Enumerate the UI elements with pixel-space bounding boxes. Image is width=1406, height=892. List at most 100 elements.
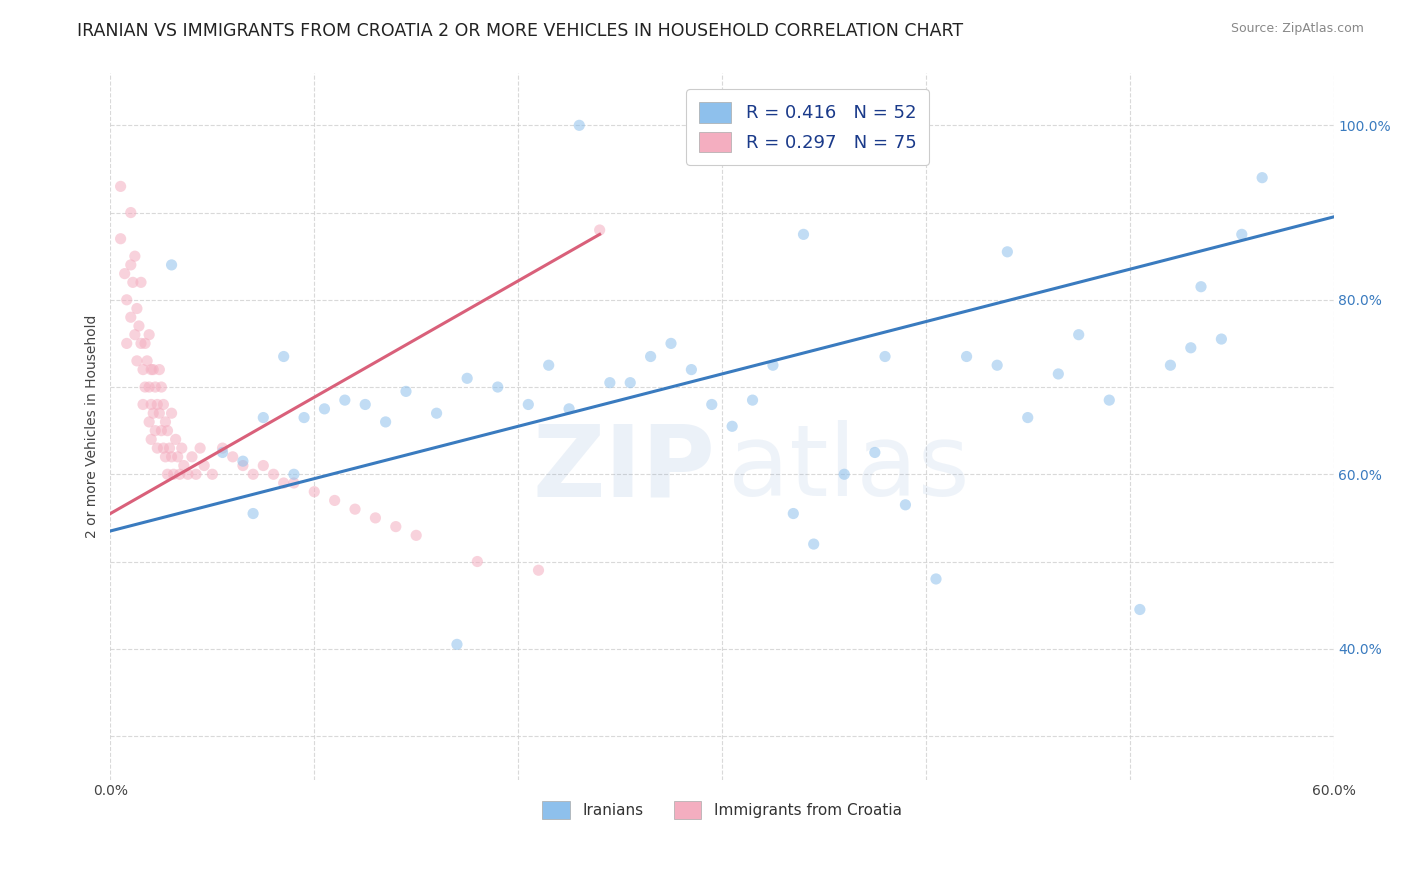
Point: [832, 467, 855, 482]
Point: [115, 336, 138, 351]
Point: [110, 232, 132, 246]
Point: [134, 380, 156, 394]
Point: [558, 401, 581, 416]
Point: [374, 415, 396, 429]
Point: [955, 350, 977, 364]
Point: [138, 380, 160, 394]
Point: [148, 362, 170, 376]
Point: [110, 179, 132, 194]
Point: [242, 467, 264, 482]
Point: [741, 393, 763, 408]
Point: [120, 205, 142, 219]
Point: [446, 637, 468, 651]
Point: [283, 467, 305, 482]
Point: [160, 450, 183, 464]
Point: [517, 397, 540, 411]
Text: IRANIAN VS IMMIGRANTS FROM CROATIA 2 OR MORE VEHICLES IN HOUSEHOLD CORRELATION C: IRANIAN VS IMMIGRANTS FROM CROATIA 2 OR …: [77, 22, 963, 40]
Point: [152, 441, 174, 455]
Point: [364, 511, 387, 525]
Point: [124, 249, 146, 263]
Point: [152, 397, 174, 411]
Point: [263, 467, 285, 482]
Point: [146, 441, 169, 455]
Point: [124, 327, 146, 342]
Point: [121, 276, 143, 290]
Point: [125, 354, 148, 368]
Point: [181, 450, 204, 464]
Point: [129, 336, 152, 351]
Point: [762, 358, 785, 372]
Point: [1017, 410, 1039, 425]
Point: [1098, 393, 1121, 408]
Point: [1129, 602, 1152, 616]
Point: [160, 406, 183, 420]
Point: [354, 397, 377, 411]
Point: [640, 350, 662, 364]
Point: [863, 445, 886, 459]
Point: [132, 362, 155, 376]
Point: [120, 310, 142, 325]
Point: [252, 458, 274, 473]
Point: [136, 354, 159, 368]
Point: [486, 380, 509, 394]
Point: [143, 380, 166, 394]
Point: [273, 475, 295, 490]
Point: [166, 450, 188, 464]
Point: [681, 362, 703, 376]
Point: [132, 397, 155, 411]
Point: [395, 384, 418, 399]
Point: [894, 498, 917, 512]
Point: [986, 358, 1008, 372]
Point: [114, 267, 136, 281]
Point: [405, 528, 427, 542]
Point: [803, 537, 825, 551]
Point: [201, 467, 224, 482]
Point: [873, 350, 896, 364]
Point: [142, 362, 165, 376]
Point: [128, 318, 150, 333]
Point: [304, 484, 326, 499]
Point: [599, 376, 621, 390]
Point: [222, 450, 245, 464]
Point: [150, 424, 173, 438]
Point: [141, 362, 163, 376]
Point: [385, 519, 408, 533]
Point: [115, 293, 138, 307]
Point: [1211, 332, 1233, 346]
Point: [232, 454, 254, 468]
Point: [456, 371, 478, 385]
Point: [537, 358, 560, 372]
Point: [925, 572, 948, 586]
Point: [659, 336, 682, 351]
Point: [155, 415, 177, 429]
Point: [1230, 227, 1253, 242]
Point: [323, 493, 346, 508]
Point: [156, 467, 179, 482]
Point: [138, 415, 160, 429]
Point: [165, 433, 187, 447]
Point: [162, 467, 184, 482]
Point: [211, 445, 233, 459]
Point: [150, 380, 173, 394]
Point: [314, 401, 336, 416]
Legend: Iranians, Immigrants from Croatia: Iranians, Immigrants from Croatia: [536, 795, 908, 825]
Point: [721, 419, 744, 434]
Text: Source: ZipAtlas.com: Source: ZipAtlas.com: [1230, 22, 1364, 36]
Point: [1180, 341, 1202, 355]
Point: [125, 301, 148, 316]
Point: [146, 397, 169, 411]
Y-axis label: 2 or more Vehicles in Household: 2 or more Vehicles in Household: [86, 315, 100, 538]
Point: [283, 475, 305, 490]
Point: [568, 118, 591, 132]
Point: [292, 410, 315, 425]
Point: [792, 227, 814, 242]
Point: [160, 258, 183, 272]
Point: [138, 327, 160, 342]
Point: [619, 376, 641, 390]
Point: [426, 406, 449, 420]
Point: [700, 397, 723, 411]
Text: ZIP: ZIP: [533, 420, 716, 517]
Point: [344, 502, 367, 516]
Point: [1067, 327, 1090, 342]
Point: [1189, 279, 1212, 293]
